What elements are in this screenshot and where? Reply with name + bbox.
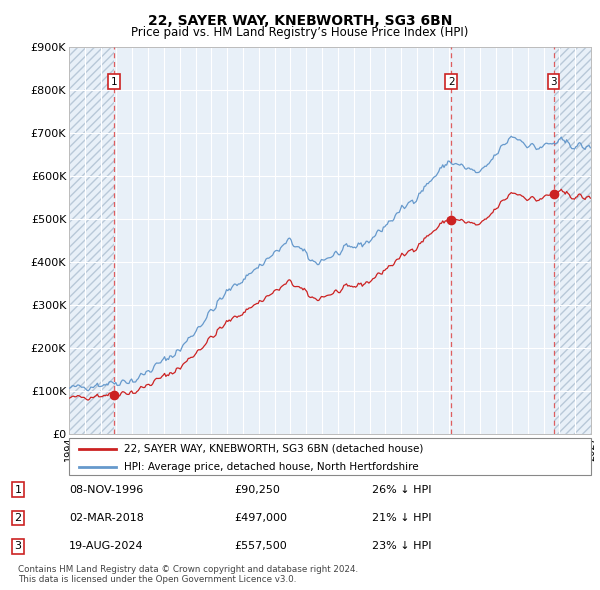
Text: 2: 2 [448,77,455,87]
Bar [554,47,591,434]
Text: £90,250: £90,250 [234,485,280,494]
Text: 22, SAYER WAY, KNEBWORTH, SG3 6BN: 22, SAYER WAY, KNEBWORTH, SG3 6BN [148,14,452,28]
Text: 1: 1 [111,77,118,87]
Text: 21% ↓ HPI: 21% ↓ HPI [372,513,431,523]
Text: Price paid vs. HM Land Registry’s House Price Index (HPI): Price paid vs. HM Land Registry’s House … [131,26,469,39]
FancyBboxPatch shape [69,438,591,475]
Text: HPI: Average price, detached house, North Hertfordshire: HPI: Average price, detached house, Nort… [124,462,418,472]
Text: 3: 3 [14,542,22,551]
Text: 02-MAR-2018: 02-MAR-2018 [69,513,144,523]
Text: 23% ↓ HPI: 23% ↓ HPI [372,542,431,551]
Text: 22, SAYER WAY, KNEBWORTH, SG3 6BN (detached house): 22, SAYER WAY, KNEBWORTH, SG3 6BN (detac… [124,444,423,454]
Text: 19-AUG-2024: 19-AUG-2024 [69,542,143,551]
Text: 1: 1 [14,485,22,494]
Text: £557,500: £557,500 [234,542,287,551]
Bar [69,47,114,434]
Text: 08-NOV-1996: 08-NOV-1996 [69,485,143,494]
Text: 2: 2 [14,513,22,523]
Text: £497,000: £497,000 [234,513,287,523]
Text: 26% ↓ HPI: 26% ↓ HPI [372,485,431,494]
Text: Contains HM Land Registry data © Crown copyright and database right 2024.
This d: Contains HM Land Registry data © Crown c… [18,565,358,584]
Text: 3: 3 [550,77,557,87]
